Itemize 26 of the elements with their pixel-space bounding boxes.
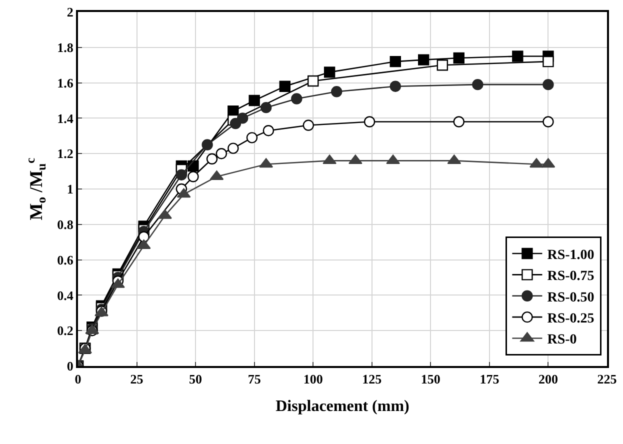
y-tick-label: 0.4 <box>57 288 74 303</box>
x-tick-label: 175 <box>480 372 500 387</box>
y-tick-label: 1 <box>66 182 74 197</box>
y-tick-label: 0 <box>66 358 74 374</box>
y-tick-label: 1.2 <box>57 146 74 162</box>
x-tick-label: 150 <box>420 372 440 387</box>
x-tick-label: 225 <box>597 372 618 387</box>
y-tick-label: 1.6 <box>57 75 74 90</box>
legend-label: RS-1.00 <box>547 248 594 263</box>
y-tick-label: 0.8 <box>57 216 74 232</box>
x-tick-label: 125 <box>362 372 382 387</box>
y-tick-label: 1.8 <box>57 40 74 55</box>
legend-label: RS-0.50 <box>547 290 594 306</box>
y-tick-label: 0.6 <box>57 252 74 268</box>
y-tick-label: 0.2 <box>57 323 74 338</box>
x-tick-label: 200 <box>538 372 558 387</box>
y-tick-label: 1.4 <box>57 110 74 126</box>
x-axis-title: Displacement (mm) <box>276 398 410 415</box>
y-tick-label: 2 <box>66 4 74 20</box>
x-tick-label: 50 <box>189 372 202 387</box>
x-tick-label: 25 <box>130 372 144 387</box>
x-tick-label: 75 <box>248 372 262 387</box>
x-tick-label: 100 <box>303 372 323 387</box>
legend-label: RS-0 <box>547 332 577 348</box>
legend-label: RS-0.25 <box>547 312 594 327</box>
legend-label: RS-0.75 <box>547 269 594 284</box>
